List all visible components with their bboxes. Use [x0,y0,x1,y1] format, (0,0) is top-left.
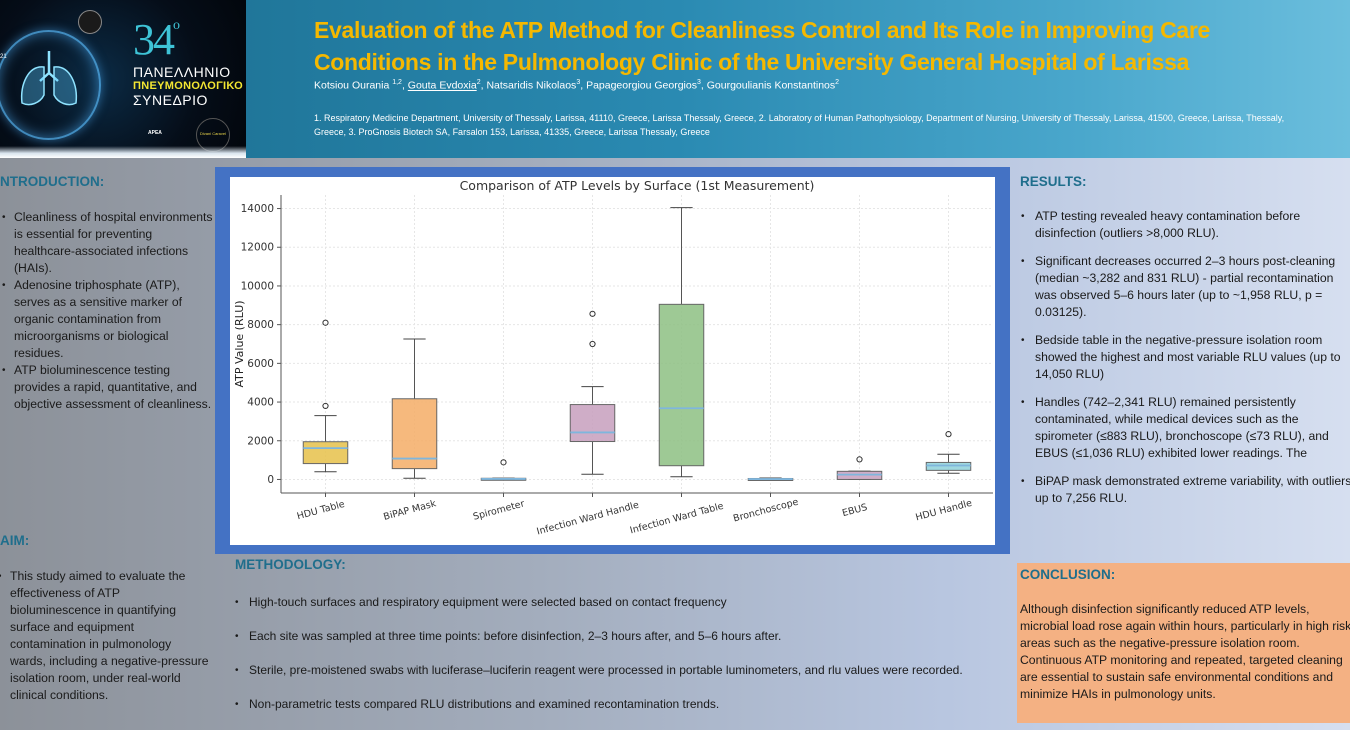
box-bipap-mask [391,398,438,470]
box-infection-ward-handle [569,404,616,443]
list-item: This study aimed to evaluate the effecti… [0,568,210,704]
y-tick-label: 8000 [247,319,274,331]
bauble-graphic [0,30,101,140]
y-tick-label: 6000 [247,358,274,370]
box-hdu-table [302,441,349,465]
logo-line-2: ΠΝΕΥΜΟΝΟΛΟΓΙΚΟ [133,80,243,92]
title-line-1: Evaluation of the ATP Method for Cleanli… [314,17,1211,43]
list-item: BiPAP mask demonstrated extreme variabil… [1021,473,1350,507]
outlier-point [856,456,863,463]
list-item: Cleanliness of hospital environments is … [2,209,214,277]
x-tick-label: EBUS [841,502,868,519]
list-item: Bedside table in the negative-pressure i… [1021,332,1350,383]
outlier-point [589,310,596,317]
conclusion-text: Although disinfection significantly redu… [1020,602,1350,701]
logo-line-3: ΣΥΝΕΔΡΙΟ [133,92,208,108]
outlier-point [589,340,596,348]
logo-side-number: 21 [0,54,7,60]
outlier-point [945,431,952,438]
outlier-point [322,319,329,326]
author-affiliation-index: 2 [835,79,840,86]
x-tick-label: Bronchoscope [732,497,800,525]
atp-boxplot-chart: 0 2000 4000 6000 8000 10000 12000 14000 ATP Valu… [233,178,993,538]
list-item: Sterile, pre-moistened swabs with lucife… [235,662,995,679]
author-name: Kotsiou Ourania [314,79,393,92]
author-affiliation-index: 1,2 [392,79,402,86]
list-item: High-touch surfaces and respiratory equi… [235,594,995,611]
introduction-heading: NTRODUCTION: [0,174,105,189]
x-tick-label: Infection Ward Table [629,501,725,537]
author-name: Natsaridis Nikolaos [486,79,577,92]
author-name: Gourgoulianis Konstantinos [706,79,836,92]
title-line-2: Conditions in the Pulmonology Clinic of … [314,49,1190,75]
list-item: Adenosine triphosphate (ATP), serves as … [2,277,214,362]
aim-list: This study aimed to evaluate the effecti… [0,568,210,704]
outlier-point [322,402,329,410]
author-affiliation-index: 3 [696,79,701,86]
x-tick-label: BiPAP Mask [382,498,437,523]
box-infection-ward-table [658,303,705,467]
author-list: Kotsiou Ourania 1,2, Gouta Evdoxia2, Nat… [314,79,840,92]
y-tick-label: 4000 [247,397,274,409]
list-item: Significant decreases occurred 2–3 hours… [1021,253,1350,321]
outlier-point [500,459,507,466]
medal-ornament [78,10,102,34]
y-tick-label: 2000 [247,435,274,447]
author-name[interactable]: Gouta Evdoxia [407,79,477,92]
conclusion-heading: CONCLUSION: [1020,567,1116,582]
conference-logo: 21 34ο ΠΑΝΕΛΛΗΝΙΟ ΠΝΕΥΜΟΝΟΛΟΓΙΚΟ ΣΥΝΕΔΡΙ… [0,0,246,158]
introduction-list: Cleanliness of hospital environments is … [2,209,214,413]
lungs-icon [20,51,78,106]
y-axis-label: ATP Value (RLU) [233,300,246,387]
list-item: Non-parametric tests compared RLU distri… [235,696,995,713]
results-heading: RESULTS: [1020,174,1087,189]
y-tick-label: 0 [267,474,274,486]
results-list: ATP testing revealed heavy contamination… [1021,208,1350,518]
chart-panel: 0 2000 4000 6000 8000 10000 12000 14000 ATP Valu… [230,177,995,545]
conference-number: 34ο [133,15,180,64]
list-item: ATP testing revealed heavy contamination… [1021,208,1350,242]
y-tick-label: 14000 [241,203,274,215]
x-tick-label: Spirometer [472,498,526,522]
chart-title: Comparison of ATP Levels by Surface (1st… [460,178,815,193]
conclusion-box: CONCLUSION: Although disinfection signif… [1017,563,1350,723]
list-item: Each site was sampled at three time poin… [235,628,995,645]
affiliations: 1. Respiratory Medicine Department, Univ… [314,113,1285,137]
poster-title: Evaluation of the ATP Method for Cleanli… [314,14,1314,78]
chart-frame: 0 2000 4000 6000 8000 10000 12000 14000 ATP Valu… [215,167,1010,554]
list-item: ATP bioluminescence testing provides a r… [2,362,214,413]
x-tick-label: HDU Table [296,499,346,522]
author-name: Papageorgiou Georgios [586,79,697,92]
author-affiliation-index: 2 [476,79,481,86]
list-item: Handles (742–2,341 RLU) remained persist… [1021,394,1350,462]
methodology-heading: METHODOLOGY: [235,557,346,572]
author-affiliation-index: 3 [576,79,581,86]
y-tick-label: 12000 [241,242,274,254]
poster-header: 21 34ο ΠΑΝΕΛΛΗΝΙΟ ΠΝΕΥΜΟΝΟΛΟΓΙΚΟ ΣΥΝΕΔΡΙ… [0,0,1350,158]
x-tick-label: Infection Ward Handle [536,500,641,538]
logo-line-1: ΠΑΝΕΛΛΗΝΙΟ [133,64,231,80]
y-tick-label: 10000 [241,280,274,292]
snow-decoration [0,146,246,158]
aim-heading: AIM: [0,533,30,548]
logo-org: ΑΡΕΑ [148,130,162,136]
methodology-list: High-touch surfaces and respiratory equi… [235,594,995,730]
x-tick-label: HDU Handle [914,498,973,524]
